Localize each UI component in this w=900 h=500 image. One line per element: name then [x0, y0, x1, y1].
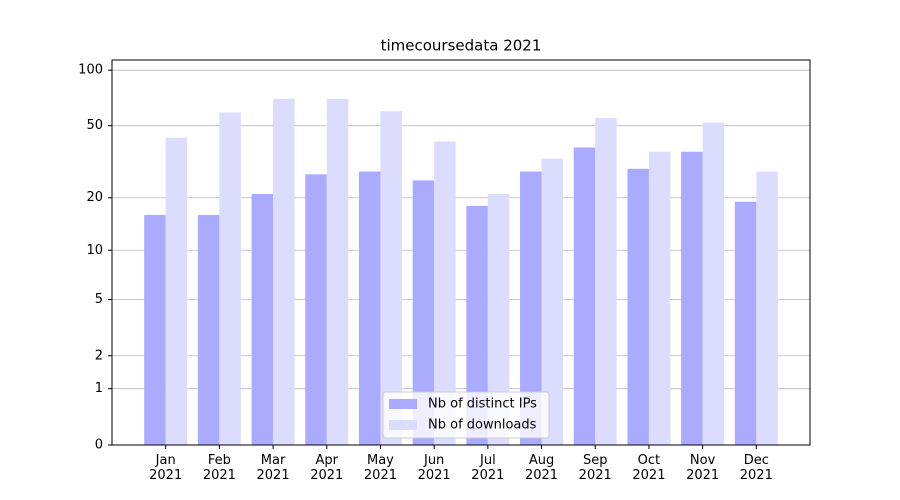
- bar: [648, 151, 671, 445]
- bar: [756, 171, 778, 445]
- x-tick-label: Nov 2021: [686, 453, 720, 483]
- y-tick-label: 10: [86, 243, 103, 258]
- x-tick-label: Feb 2021: [202, 453, 236, 483]
- y-tick-label: 50: [86, 118, 103, 133]
- y-tick-label: 100: [78, 63, 103, 78]
- y-tick-label: 20: [86, 190, 103, 205]
- bar: [702, 122, 725, 445]
- y-tick-label: 0: [95, 438, 103, 453]
- bar: [165, 137, 188, 445]
- bar: [573, 147, 596, 445]
- plot-frame: [111, 59, 811, 446]
- bar: [520, 171, 542, 445]
- x-tick-label: Sep 2021: [578, 453, 612, 483]
- bar: [466, 205, 488, 445]
- bar: [358, 171, 381, 445]
- x-tick-label: Jul 2021: [471, 453, 505, 483]
- bar: [273, 98, 295, 446]
- x-tick-label: Jun 2021: [417, 453, 451, 483]
- x-tick-label: May 2021: [363, 453, 397, 483]
- x-tick-label: Jan 2021: [149, 453, 183, 483]
- bar: [412, 180, 435, 446]
- bar: [144, 214, 166, 445]
- bar: [595, 118, 617, 446]
- legend-label: Nb of distinct IPs: [428, 397, 537, 412]
- legend-swatch: [389, 399, 417, 409]
- y-tick-label: 1: [95, 381, 103, 396]
- bar: [380, 111, 402, 446]
- bar: [305, 174, 327, 445]
- bar: [434, 141, 456, 446]
- legend-swatch: [389, 420, 417, 430]
- y-tick-label: 2: [95, 348, 103, 363]
- bar: [251, 193, 274, 445]
- bar: [627, 168, 649, 445]
- x-tick-label: Aug 2021: [524, 453, 559, 483]
- bar: [541, 158, 564, 445]
- chart-title: timecoursedata 2021: [381, 37, 542, 55]
- x-tick-label: Dec 2021: [739, 453, 773, 483]
- legend-box: [382, 391, 550, 439]
- bar: [734, 201, 757, 445]
- x-tick-label: Mar 2021: [256, 453, 290, 483]
- y-tick-label: 5: [95, 292, 103, 307]
- x-tick-label: Oct 2021: [632, 453, 666, 483]
- bar: [197, 214, 220, 445]
- bar: [219, 112, 241, 446]
- bar: [326, 98, 349, 446]
- bar: [487, 193, 510, 445]
- x-tick-label: Apr 2021: [310, 453, 344, 483]
- bar: [681, 151, 703, 445]
- legend-label: Nb of downloads: [428, 418, 537, 433]
